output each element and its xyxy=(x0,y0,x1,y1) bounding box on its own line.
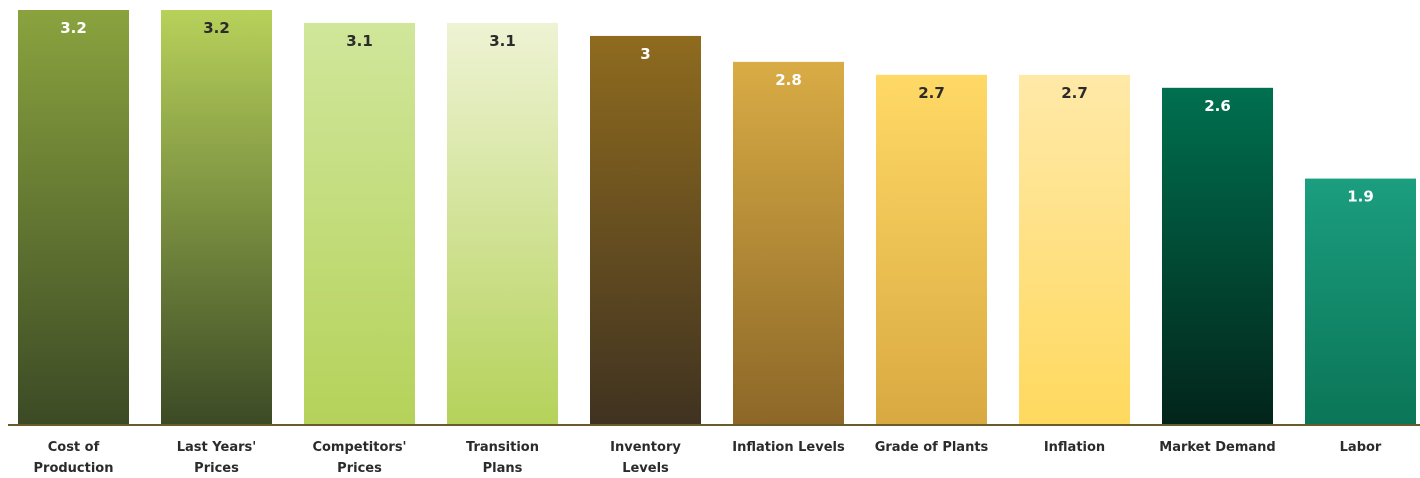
bar xyxy=(18,10,129,425)
value-labels-group: 3.2 3.2 3.1 3.1 3 2.8 2.7 2.7 2.6 1.9 xyxy=(60,19,1374,206)
category-label: Grade of Plants xyxy=(875,440,989,455)
bar-value-label: 3 xyxy=(640,45,650,63)
bar xyxy=(161,10,272,425)
bar xyxy=(876,74,987,425)
bar-value-label: 3.1 xyxy=(346,32,373,50)
bar xyxy=(590,35,701,425)
bar-value-label: 3.2 xyxy=(203,19,230,37)
bar xyxy=(304,22,415,425)
category-label: Inflation Levels xyxy=(732,440,845,455)
bar xyxy=(1162,87,1273,425)
bar xyxy=(1019,74,1130,425)
bar xyxy=(733,61,844,425)
category-label: Cost of Production xyxy=(34,440,114,476)
bar xyxy=(447,22,558,425)
bar-value-label: 1.9 xyxy=(1347,188,1374,206)
category-label: Inventory Levels xyxy=(610,440,681,476)
bar xyxy=(1305,178,1416,425)
bars-group xyxy=(18,10,1416,425)
bar-value-label: 3.2 xyxy=(60,19,87,37)
bar-value-label: 2.7 xyxy=(918,84,945,102)
category-label: Labor xyxy=(1340,440,1382,455)
category-label: Inflation xyxy=(1044,440,1105,455)
category-label: Competitors' Prices xyxy=(312,440,406,476)
category-label: Last Years' Prices xyxy=(177,440,256,476)
bar-value-label: 2.8 xyxy=(775,71,802,89)
category-labels-group: Cost of Production Last Years' Prices Compet… xyxy=(34,440,1382,476)
bar-value-label: 2.7 xyxy=(1061,84,1088,102)
bar-value-label: 2.6 xyxy=(1204,97,1231,115)
bar-value-label: 3.1 xyxy=(489,32,516,50)
category-label: Transition Plans xyxy=(466,440,539,476)
category-label: Market Demand xyxy=(1159,440,1275,455)
